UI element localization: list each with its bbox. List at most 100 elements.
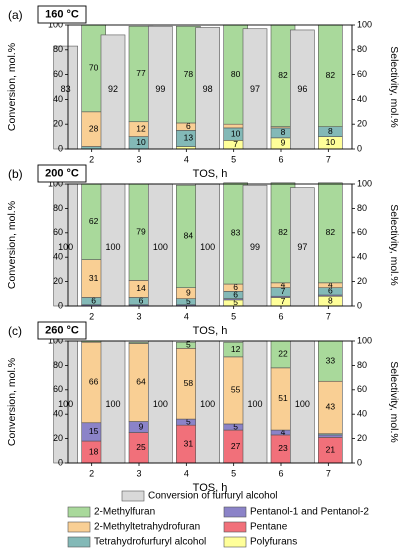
- selectivity-value-label: 14: [136, 283, 146, 293]
- selectivity-segment: [318, 380, 343, 435]
- conversion-value-label: 97: [297, 242, 307, 252]
- y-tick-label-right: 60: [357, 227, 367, 237]
- conversion-value-label: 100: [105, 242, 120, 252]
- y-tick-label-left: 40: [53, 409, 63, 419]
- legend: Conversion of furfuryl alcohol 2-Methylfu…: [67, 491, 369, 548]
- y-tick-label-right: 20: [357, 433, 367, 443]
- selectivity-value-label: 70: [89, 63, 99, 73]
- selectivity-value-label: 79: [136, 226, 146, 236]
- conversion-value-label: 100: [105, 399, 120, 409]
- selectivity-value-label: 31: [184, 438, 194, 448]
- conversion-bar: [53, 340, 78, 464]
- panel-label: (c): [8, 324, 22, 338]
- selectivity-value-label: 82: [326, 70, 336, 80]
- conversion-value-label: 92: [108, 84, 118, 94]
- y-tick-label-right: 100: [357, 178, 372, 188]
- temperature-box: [37, 321, 87, 340]
- y-tick-label-right: 80: [357, 203, 367, 213]
- conversion-value-label: 100: [200, 399, 215, 409]
- plot-frame: [67, 183, 353, 307]
- y-tick-label-right: 0: [357, 143, 362, 153]
- x-tick-label: 5: [231, 311, 236, 321]
- selectivity-value-label: 64: [136, 377, 146, 387]
- conversion-bar: [195, 27, 220, 150]
- y-tick-label-left: 100: [48, 335, 63, 345]
- y-tick-label-left: 20: [53, 276, 63, 286]
- y-tick-label-left: 60: [53, 227, 63, 237]
- selectivity-value-label: 7: [233, 139, 238, 149]
- legend-swatch: [67, 506, 91, 518]
- y-tick-label-left: 0: [58, 300, 63, 310]
- conversion-value-label: 100: [153, 242, 168, 252]
- selectivity-value-label: 77: [136, 68, 146, 78]
- x-tick-label: 2: [89, 154, 94, 164]
- temperature-label: 160 °C: [45, 8, 79, 20]
- selectivity-value-label: 13: [184, 133, 194, 143]
- legend-swatch: [223, 506, 247, 518]
- chart-panel-2: 1006316221006147931005984410056683599774…: [6, 164, 400, 337]
- x-tick-label: 4: [184, 154, 189, 164]
- y-tick-label-left: 20: [53, 119, 63, 129]
- legend-swatch: [67, 536, 91, 548]
- y-tick-label-right: 40: [357, 252, 367, 262]
- conversion-value-label: 99: [250, 242, 260, 252]
- x-axis-title: TOS, h: [193, 482, 228, 494]
- selectivity-value-label: 9: [281, 138, 286, 148]
- legend-label: 2-Methyltetrahydrofuran: [94, 522, 200, 533]
- chart-panel-3: 1001815662100259643100315585410027555125…: [6, 321, 400, 494]
- selectivity-value-label: 4: [281, 427, 286, 437]
- x-tick-label: 3: [136, 154, 141, 164]
- x-tick-label: 5: [231, 468, 236, 478]
- conversion-bar: [242, 340, 268, 464]
- x-tick-label: 3: [136, 311, 141, 321]
- x-tick-label: 2: [89, 311, 94, 321]
- y-axis-title-right: Selectivity, mol.%: [388, 204, 400, 286]
- selectivity-value-label: 6: [186, 121, 191, 131]
- y-tick-label-right: 80: [357, 360, 367, 370]
- selectivity-value-label: 5: [186, 416, 191, 426]
- conversion-value-label: 97: [250, 84, 260, 94]
- selectivity-value-label: 6: [233, 282, 238, 292]
- y-tick-label-right: 60: [357, 69, 367, 79]
- selectivity-value-label: 15: [89, 426, 99, 436]
- y-tick-label-left: 100: [48, 178, 63, 188]
- y-tick-label-right: 40: [357, 409, 367, 419]
- x-tick-label: 6: [278, 311, 283, 321]
- selectivity-value-label: 62: [89, 216, 99, 226]
- selectivity-segment: [318, 434, 343, 438]
- selectivity-value-label: 28: [89, 123, 99, 133]
- y-tick-label-left: 40: [53, 94, 63, 104]
- x-tick-label: 6: [278, 468, 283, 478]
- selectivity-value-label: 82: [278, 227, 288, 237]
- temperature-label: 260 °C: [45, 324, 79, 336]
- y-tick-label-right: 0: [357, 457, 362, 467]
- conversion-bar: [100, 34, 126, 150]
- conversion-bar: [290, 29, 315, 150]
- selectivity-value-label: 8: [328, 126, 333, 136]
- selectivity-value-label: 5: [233, 421, 238, 431]
- selectivity-value-label: 18: [89, 446, 99, 456]
- x-tick-label: 4: [184, 468, 189, 478]
- selectivity-value-label: 5: [186, 340, 191, 350]
- selectivity-value-label: 80: [231, 69, 241, 79]
- temperature-label: 200 °C: [45, 167, 79, 179]
- selectivity-value-label: 10: [326, 137, 336, 147]
- selectivity-value-label: 12: [136, 123, 146, 133]
- conversion-bar: [195, 340, 220, 464]
- selectivity-value-label: 82: [278, 70, 288, 80]
- selectivity-value-label: 6: [91, 295, 96, 305]
- conversion-value-label: 100: [200, 242, 215, 252]
- y-axis-title-left: Conversion, mol.%: [6, 43, 18, 131]
- selectivity-value-label: 4: [328, 280, 333, 290]
- selectivity-value-label: 6: [139, 295, 144, 305]
- selectivity-value-label: 43: [326, 402, 336, 412]
- y-tick-label-left: 80: [53, 360, 63, 370]
- selectivity-segment: [318, 182, 343, 284]
- selectivity-value-label: 8: [281, 127, 286, 137]
- y-axis-title-right: Selectivity, mol.%: [388, 361, 400, 443]
- y-tick-label-left: 60: [53, 384, 63, 394]
- selectivity-value-label: 5: [233, 297, 238, 307]
- selectivity-value-label: 82: [326, 227, 336, 237]
- x-tick-label: 3: [136, 468, 141, 478]
